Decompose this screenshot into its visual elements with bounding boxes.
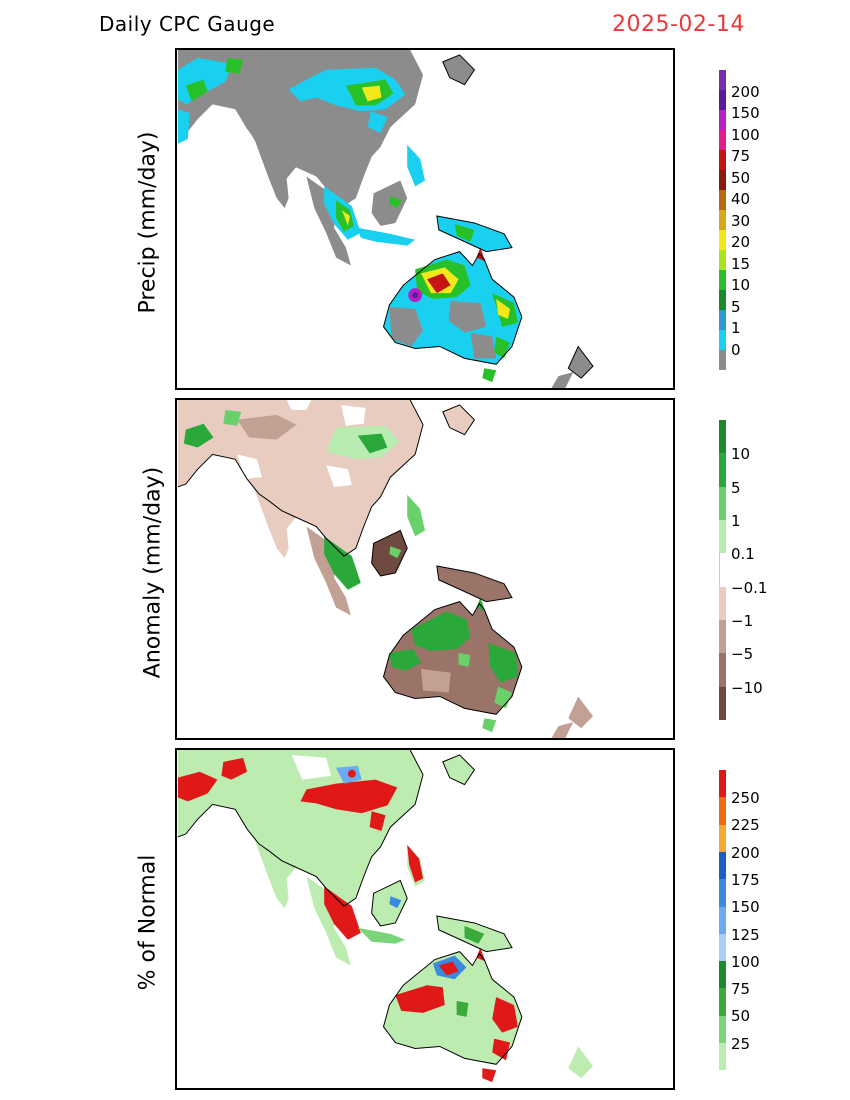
- percent-colorbar-label: 125: [731, 926, 760, 944]
- precip-map: [177, 50, 594, 388]
- anomaly-colorbar-label: 1: [731, 512, 741, 530]
- precip-australia: [383, 247, 522, 383]
- cb1-seg: [719, 210, 726, 230]
- percent-map-panel[interactable]: [175, 748, 675, 1090]
- precip-colorbar-label: 5: [731, 298, 741, 316]
- precip-asia-rain: [177, 57, 406, 144]
- percent-colorbar-label: 25: [731, 1035, 751, 1053]
- anomaly-colorbar-label: −1: [731, 612, 754, 630]
- anomaly-map-panel[interactable]: [175, 398, 675, 740]
- percent-coastlines: [177, 750, 523, 1065]
- cb1-seg: [719, 230, 726, 250]
- percent-colorbar-label: 50: [731, 1007, 751, 1025]
- cb1-seg: [719, 350, 726, 370]
- anomaly-wet-areas: [183, 409, 425, 590]
- cb1-seg: [719, 250, 726, 270]
- percent-nz: [568, 1046, 594, 1079]
- anomaly-colorbar-label: −10: [731, 679, 763, 697]
- percent-colorbar-label: 250: [731, 789, 760, 807]
- cb3-seg: [719, 770, 726, 798]
- map-title: Daily CPC Gauge: [99, 12, 276, 36]
- percent-ylabel: % of Normal: [135, 854, 161, 991]
- precip-colorbar-label: 50: [731, 169, 751, 187]
- precip-colorbar-label: 0: [731, 341, 741, 359]
- percent-australia: [383, 947, 522, 1083]
- precip-colorbar-label: 40: [731, 190, 751, 208]
- cb2-seg: [719, 420, 726, 454]
- precip-colorbar-label: 100: [731, 126, 760, 144]
- precip-colorbar-label: 15: [731, 255, 751, 273]
- cb1-seg: [719, 70, 726, 90]
- precip-colorbar-label: 75: [731, 147, 751, 165]
- cb1-seg: [719, 170, 726, 190]
- precip-ylabel: Precip (mm/day): [135, 131, 161, 314]
- anomaly-australia: [383, 597, 522, 733]
- anomaly-colorbar-bar: [719, 420, 726, 720]
- cb2-seg: [719, 586, 726, 620]
- precip-colorbar-label: 20: [731, 233, 751, 251]
- precip-colorbar-label: 150: [731, 104, 760, 122]
- precip-maritime: [324, 144, 512, 252]
- map-date: 2025-02-14: [612, 12, 745, 37]
- precip-colorbar-bar: [719, 70, 726, 370]
- percent-colorbar-label: 175: [731, 871, 760, 889]
- percent-colorbar-label: 100: [731, 953, 760, 971]
- cb2-seg: [719, 520, 726, 554]
- cb3-seg: [719, 851, 726, 880]
- cb3-seg: [719, 824, 726, 852]
- anomaly-colorbar-label: 0.1: [731, 545, 755, 563]
- precip-map-panel[interactable]: [175, 48, 675, 390]
- precip-colorbar-label: 200: [731, 83, 760, 101]
- percent-colorbar-label: 150: [731, 898, 760, 916]
- cb2-seg: [719, 653, 726, 687]
- precip-colorbar-label: 30: [731, 212, 751, 230]
- cb1-seg: [719, 270, 726, 290]
- anomaly-colorbar-label: 5: [731, 479, 741, 497]
- cb2-seg: [719, 486, 726, 520]
- cb2-seg: [719, 453, 726, 487]
- precip-colorbar-label: 1: [731, 319, 741, 337]
- percent-colorbar-bar: [719, 770, 726, 1070]
- cb3-seg: [719, 797, 726, 825]
- cb1-seg: [719, 110, 726, 130]
- precip-colorbar-label: 10: [731, 276, 751, 294]
- percent-colorbar-label: 75: [731, 980, 751, 998]
- percent-asia-high: [177, 757, 485, 944]
- percent-colorbar-label: 200: [731, 844, 760, 862]
- cb1-seg: [719, 150, 726, 170]
- cb2-seg: [719, 553, 726, 587]
- cb2-seg: [719, 686, 726, 720]
- precip-nz: [551, 346, 594, 388]
- anomaly-ylabel: Anomaly (mm/day): [140, 466, 166, 679]
- cb3-seg: [719, 906, 726, 934]
- percent-map: [177, 750, 594, 1083]
- cb3-seg: [719, 879, 726, 907]
- precip-coastlines: [382, 54, 594, 379]
- cb3-seg: [719, 988, 726, 1016]
- cb3-seg: [719, 1043, 726, 1070]
- cb1-seg: [719, 290, 726, 310]
- cb3-seg: [719, 1015, 726, 1044]
- cb2-seg: [719, 620, 726, 654]
- cb3-seg: [719, 933, 726, 962]
- cb1-seg: [719, 190, 726, 210]
- cb3-seg: [719, 961, 726, 989]
- anomaly-map: [177, 400, 594, 738]
- anomaly-colorbar-label: −0.1: [731, 579, 768, 597]
- cb1-seg: [719, 310, 726, 330]
- anomaly-colorbar-label: 10: [731, 445, 751, 463]
- anomaly-coastlines: [177, 400, 523, 715]
- anomaly-nz: [551, 696, 594, 738]
- cb1-seg: [719, 130, 726, 150]
- cb1-seg: [719, 330, 726, 350]
- percent-colorbar-label: 225: [731, 816, 760, 834]
- cb1-seg: [719, 90, 726, 110]
- anomaly-colorbar-label: −5: [731, 645, 754, 663]
